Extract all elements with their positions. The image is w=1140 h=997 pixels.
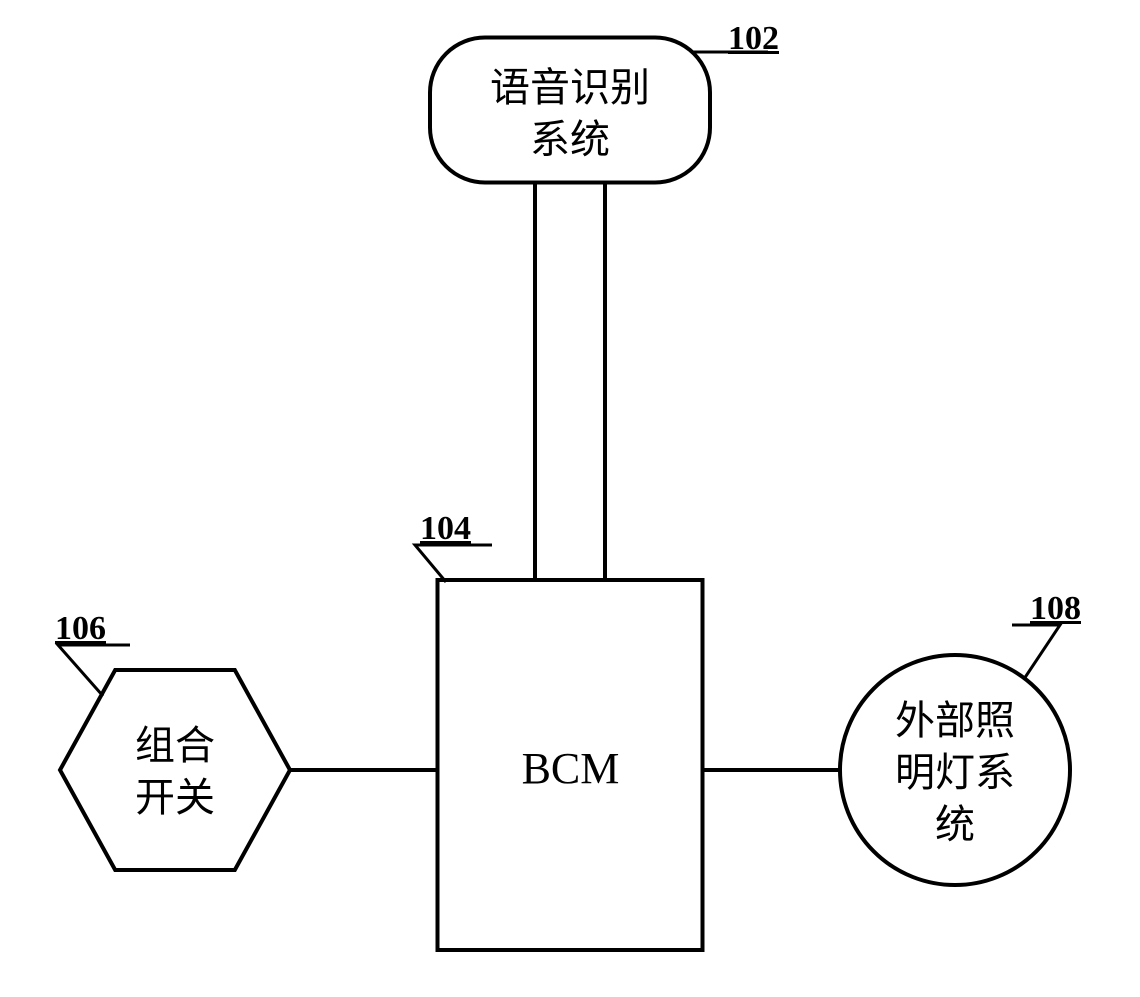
switch-ref-label: 106: [55, 610, 106, 648]
bcm-node-label: BCM: [438, 740, 703, 797]
bcm-ref-label: 104: [420, 510, 471, 548]
light-node-label: 外部照 明灯系 统: [840, 695, 1070, 851]
light-ref-label: 108: [1030, 590, 1081, 628]
voice-ref-label: 102: [728, 20, 779, 58]
switch-node-label: 组合 开关: [60, 720, 290, 824]
voice-node-label: 语音识别 系统: [430, 62, 710, 166]
